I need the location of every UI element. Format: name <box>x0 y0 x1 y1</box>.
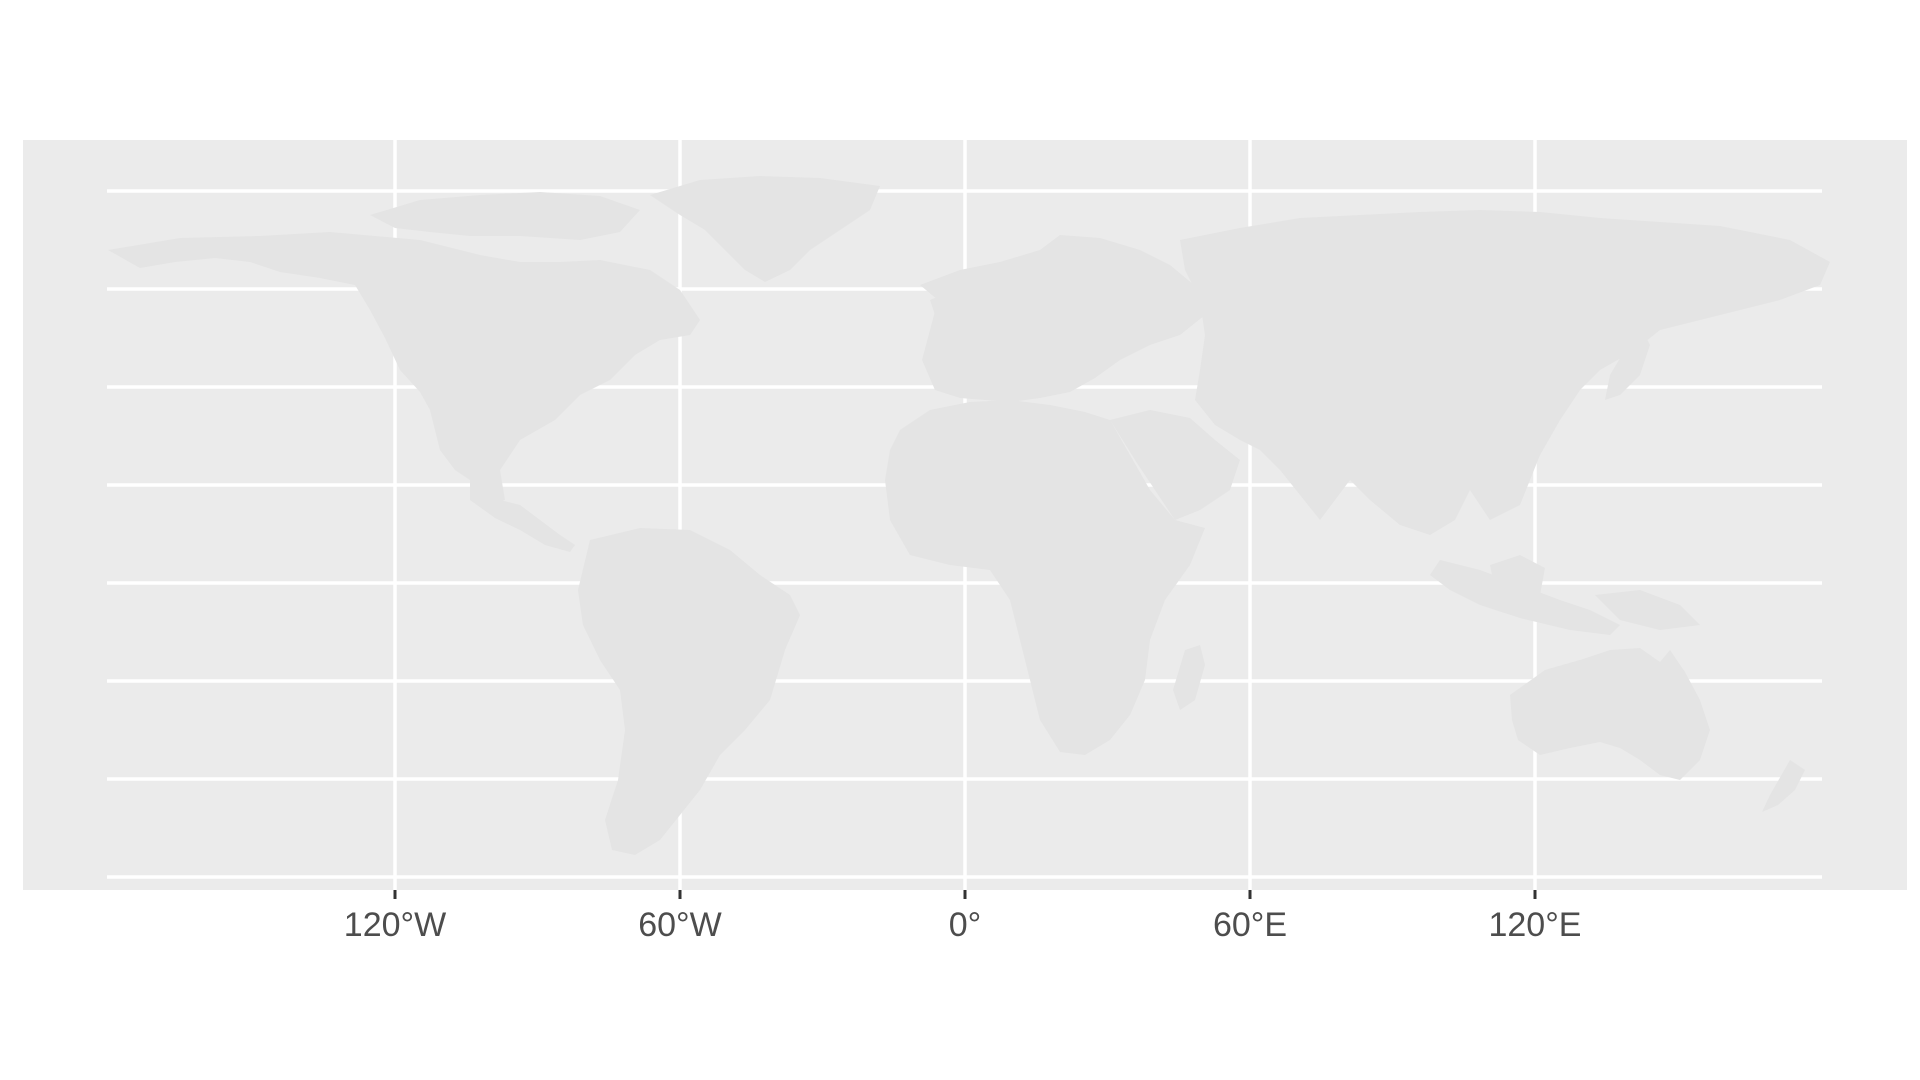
landmass-new-guinea <box>1595 590 1700 630</box>
landmass-layer <box>108 176 1830 855</box>
x-axis-tick-label-0: 120°W <box>344 906 446 944</box>
landmass-borneo <box>1490 555 1545 602</box>
x-axis-tick-label-1: 60°W <box>638 906 722 944</box>
x-axis-tick-label-4: 120°E <box>1488 906 1581 944</box>
landmass-south-america <box>578 528 800 855</box>
x-axis-labels: 120°W 60°W 0° 60°E 120°E <box>344 906 1582 944</box>
landmass-british-isles <box>930 292 965 345</box>
x-axis-ticks <box>393 890 1537 899</box>
x-axis-tick-label-2: 0° <box>949 906 982 944</box>
landmass-japan <box>1605 325 1650 400</box>
landmass-australia <box>1510 648 1710 780</box>
landmass-asia <box>1180 210 1830 535</box>
landmass-arctic-islands <box>370 192 640 240</box>
landmass-madagascar <box>1173 645 1205 710</box>
landmass-greenland <box>650 176 880 282</box>
landmass-central-america <box>470 480 575 552</box>
landmass-north-america <box>108 232 700 505</box>
landmass-africa <box>885 400 1205 755</box>
landmass-arabia <box>1110 410 1240 520</box>
landmass-europe <box>920 235 1205 402</box>
x-axis-tick-label-3: 60°E <box>1213 906 1287 944</box>
landmass-new-zealand <box>1762 760 1805 812</box>
